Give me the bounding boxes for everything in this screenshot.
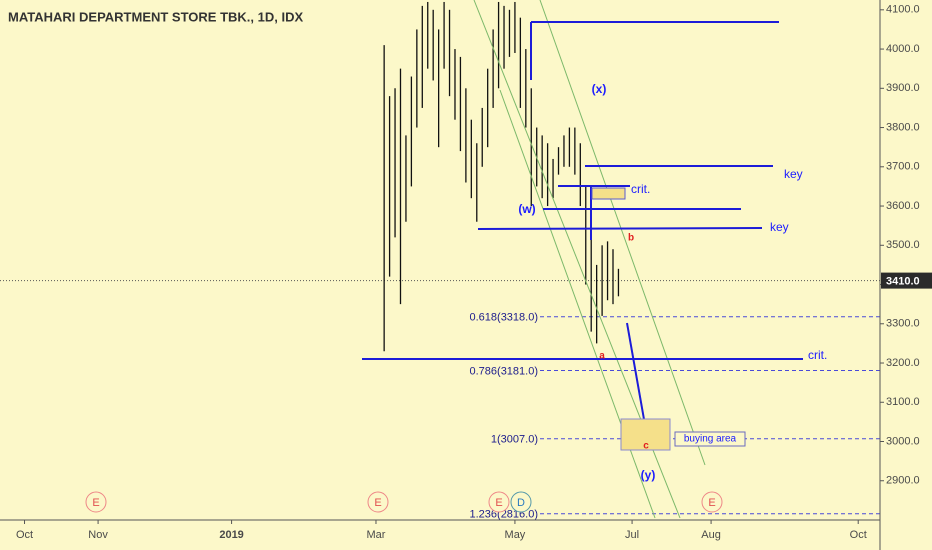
x-tick-label: Oct [850,529,867,541]
y-tick-label: 3800.0 [886,121,920,133]
y-tick-label: 4000.0 [886,43,920,55]
y-tick-label: 3100.0 [886,396,920,408]
wave-label: (x) [592,82,607,96]
wave-label: (w) [518,202,535,216]
fib-label: 0.618(3318.0) [470,312,539,324]
buying-area-label-box [674,431,746,447]
event-marker[interactable] [488,491,510,513]
wave-point-label: b [628,233,634,244]
y-tick-label: 3000.0 [886,435,920,447]
key-label: key [770,220,789,234]
event-marker[interactable] [510,491,532,513]
event-markers: E E E D E [85,491,723,513]
channel-line [539,0,706,466]
level-line [477,227,763,230]
event-marker[interactable] [85,491,107,513]
y-tick-label: 2900.0 [886,475,920,487]
crit-label: crit. [808,348,827,362]
x-tick-label: Jul [625,529,639,541]
x-tick-label: 2019 [219,529,243,541]
event-marker[interactable] [701,491,723,513]
event-label: E [708,497,715,509]
fib-label: 1(3007.0) [491,434,538,446]
y-tick-label: 3700.0 [886,161,920,173]
x-tick-label: Aug [701,529,721,541]
x-tick-label: Nov [88,529,108,541]
wave-label: (y) [641,468,656,482]
projection-line [626,322,646,426]
event-label: E [374,497,381,509]
buying-area-label: buying area [684,434,737,445]
y-tick-label: 3500.0 [886,239,920,251]
key-label: key [784,167,803,181]
fib-label: 0.786(3181.0) [470,365,539,377]
price-tag-label: 3410.0 [886,276,920,288]
event-marker[interactable] [367,491,389,513]
event-label: E [92,497,99,509]
x-tick-label: Mar [366,529,385,541]
x-tick-label: May [505,529,526,541]
wave-point-label: c [643,441,649,452]
event-label: E [495,497,502,509]
crit-label: crit. [631,182,650,196]
x-tick-label: Oct [16,529,33,541]
y-tick-label: 3300.0 [886,318,920,330]
y-tick-label: 4100.0 [886,4,920,16]
y-tick-label: 3900.0 [886,82,920,94]
y-tick-label: 3600.0 [886,200,920,212]
wave-point-label: a [599,351,605,362]
buying-area-box [620,418,671,451]
y-tick-label: 3200.0 [886,357,920,369]
event-label: D [517,497,525,509]
chart-title: MATAHARI DEPARTMENT STORE TBK., 1D, IDX [8,9,303,24]
crit-box [591,187,626,200]
price-tag [881,272,932,289]
